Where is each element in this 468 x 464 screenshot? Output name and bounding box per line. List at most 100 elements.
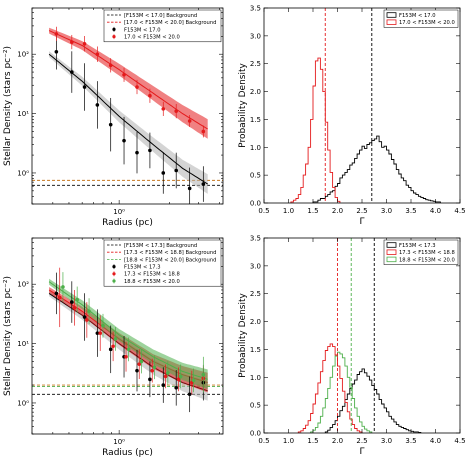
- data-point: [82, 85, 87, 89]
- x-tick-label: 4.0: [430, 207, 441, 215]
- y-tick-label: 3.5: [250, 5, 261, 13]
- y-tick-label: 10⁰: [17, 169, 29, 177]
- fit-line: [48, 53, 208, 185]
- data-point: [139, 359, 144, 364]
- y-tick-label: 0.5: [250, 172, 261, 180]
- x-tick-label: 10⁰: [113, 208, 125, 216]
- x-tick-label: 1.0: [283, 437, 294, 445]
- x-axis-label: Γ: [359, 217, 364, 227]
- legend-swatch: [386, 242, 397, 248]
- data-point: [54, 32, 59, 36]
- data-point: [161, 171, 166, 175]
- y-axis-label: Stellar Density (stars pc⁻²): [3, 276, 13, 396]
- x-tick-label: 2.0: [332, 437, 343, 445]
- x-tick-label: 3.0: [381, 437, 392, 445]
- data-point: [57, 295, 62, 300]
- x-tick-label: 2.5: [356, 207, 367, 215]
- data-point: [95, 331, 100, 335]
- data-point: [98, 331, 103, 335]
- data-point: [176, 377, 181, 382]
- data-point: [95, 52, 100, 57]
- data-point: [174, 109, 179, 113]
- y-tick-label: 2.5: [250, 60, 261, 68]
- legend-label: [17.3 < F153M < 18.8] Background: [124, 250, 216, 256]
- plot-area: [32, 267, 223, 413]
- data-point: [135, 368, 139, 373]
- data-point: [124, 354, 128, 359]
- x-tick-label: 2.5: [356, 437, 367, 445]
- data-point: [148, 377, 152, 382]
- data-point: [101, 323, 105, 328]
- data-point: [201, 129, 206, 134]
- legend-label: 17.3 < F153M < 18.8: [124, 272, 180, 278]
- legend-swatch: [386, 256, 397, 263]
- x-tick-label: 0.5: [258, 207, 269, 215]
- histogram-step: [312, 135, 441, 203]
- y-tick-label: 1.0: [250, 374, 261, 382]
- plot-frame: [263, 237, 461, 434]
- legend-label: [18.8 < F153M < 20.0] Background: [124, 257, 216, 263]
- y-tick-label: 3.0: [250, 262, 261, 270]
- data-point: [122, 138, 126, 143]
- data-point: [61, 285, 65, 289]
- legend-label: [17.0 < F153M < 20.0] Background: [124, 20, 216, 26]
- data-point: [201, 372, 206, 377]
- legend-label: 17.3 < F153M < 18.8: [399, 250, 455, 256]
- x-tick-label: 3.5: [405, 207, 416, 215]
- x-tick-label: 1.5: [307, 437, 318, 445]
- data-point: [70, 300, 74, 304]
- fit-band: [49, 27, 208, 139]
- x-tick-label: 3.0: [381, 207, 392, 215]
- x-tick-label: 0.5: [258, 437, 269, 445]
- legend-swatch: [386, 249, 397, 255]
- x-tick-label: 1.5: [307, 207, 318, 215]
- y-tick-label: 0.5: [250, 402, 261, 410]
- legend-label: F153M < 17.3: [124, 265, 161, 271]
- legend-box: [103, 9, 222, 43]
- y-tick-label: 3.0: [250, 32, 261, 40]
- data-point: [54, 291, 59, 296]
- y-tick-label: 10¹: [17, 110, 29, 118]
- y-tick-label: 10²: [17, 51, 29, 59]
- data-point: [161, 107, 166, 111]
- data-point: [174, 168, 179, 173]
- x-axis-label: Γ: [359, 447, 364, 457]
- x-tick-label: 3.5: [405, 437, 416, 445]
- data-point: [201, 182, 206, 186]
- legend-label: 17.0 < F153M < 20.0: [124, 35, 180, 41]
- legend-swatch: [386, 19, 397, 25]
- data-point: [187, 119, 192, 123]
- y-axis-label: Stellar Density (stars pc⁻²): [3, 46, 13, 166]
- data-point: [152, 365, 157, 370]
- data-point: [87, 309, 91, 314]
- legend-label: [F153M < 17.3] Background: [124, 243, 197, 249]
- y-tick-label: 10¹: [17, 340, 29, 348]
- histogram-step: [297, 343, 363, 433]
- fit-line: [48, 30, 208, 130]
- y-tick-label: 10²: [17, 281, 29, 289]
- x-tick-label: 4.0: [430, 437, 441, 445]
- plot-frame: [31, 237, 224, 435]
- legend-box: [103, 239, 222, 287]
- legend-swatch: [112, 279, 116, 283]
- data-point: [148, 93, 152, 98]
- histogram-step: [310, 351, 373, 433]
- data-point: [122, 72, 126, 77]
- fit-band: [49, 278, 208, 390]
- data-point: [85, 318, 89, 322]
- y-tick-label: 0.0: [250, 200, 261, 208]
- data-point: [187, 186, 192, 191]
- y-axis-label: Probability Density: [238, 63, 248, 148]
- legend-label: F153M < 17.0: [399, 13, 436, 19]
- data-point: [166, 371, 170, 375]
- y-tick-label: 0.0: [250, 430, 261, 438]
- y-tick-label: 1.5: [250, 346, 261, 354]
- plot-frame: [263, 7, 461, 204]
- legend-label: F153M < 17.3: [399, 243, 436, 249]
- data-point: [191, 378, 196, 383]
- legend-box: [383, 9, 459, 28]
- data-point: [163, 374, 168, 379]
- data-point: [108, 63, 113, 68]
- data-point: [126, 347, 131, 352]
